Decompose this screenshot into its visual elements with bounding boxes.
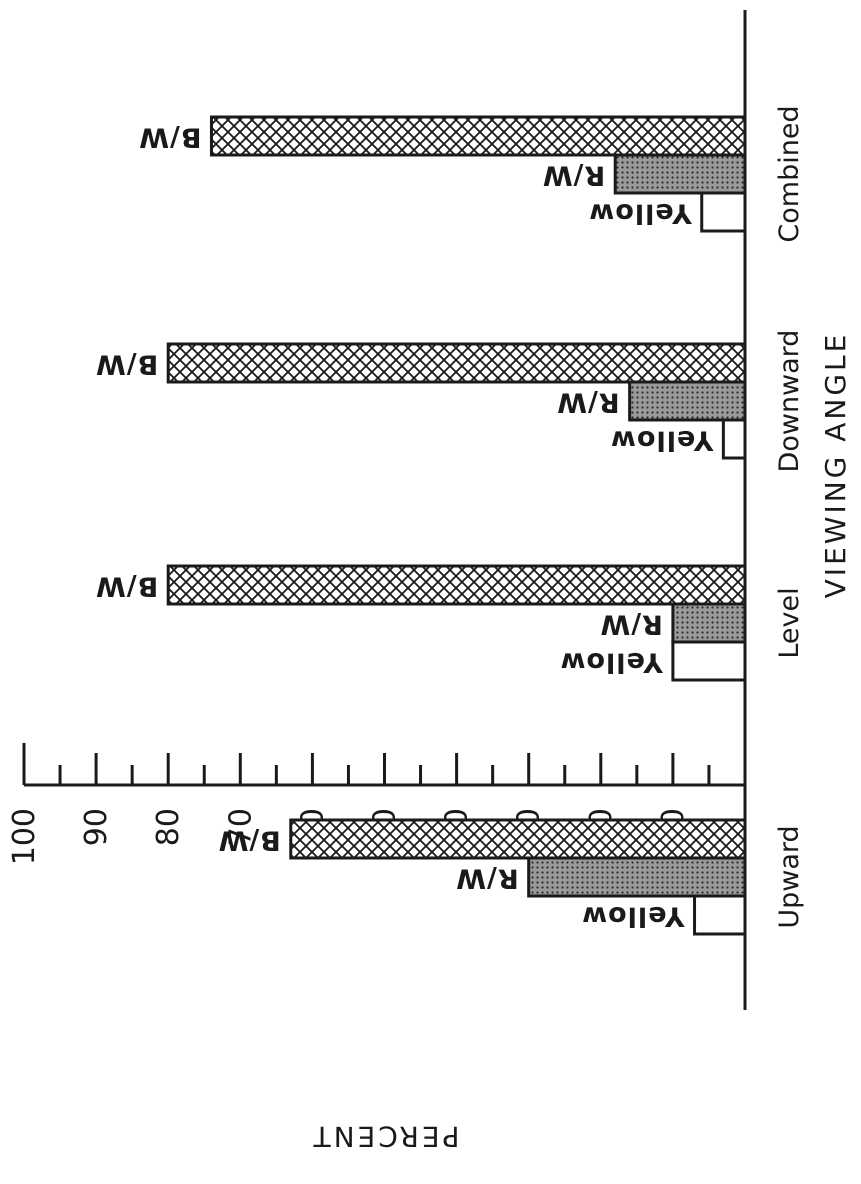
tick-label-80: 80 bbox=[151, 808, 186, 846]
series-label-downward-bw: B/W bbox=[95, 349, 158, 380]
bar-combined-rw bbox=[613, 153, 747, 195]
bar-upward-rw bbox=[527, 856, 747, 898]
tick-label-90: 90 bbox=[79, 808, 114, 846]
series-label-level-yellow: Yellow bbox=[560, 647, 664, 678]
bar-upward-yellow bbox=[693, 894, 747, 936]
bar-downward-bw bbox=[166, 342, 747, 384]
series-label-combined-bw: B/W bbox=[138, 122, 201, 153]
category-label-upward: Upward bbox=[774, 825, 805, 928]
tick-label-70: 70 bbox=[223, 808, 258, 846]
viewing-angle-axis-title: VIEWING ANGLE bbox=[819, 332, 852, 599]
bar-combined-bw bbox=[209, 115, 747, 157]
bar-combined-yellow bbox=[700, 191, 747, 233]
category-label-downward: Downward bbox=[774, 330, 805, 473]
bar-level-yellow bbox=[671, 640, 747, 682]
category-label-level: Level bbox=[774, 587, 805, 658]
series-label-downward-yellow: Yellow bbox=[610, 425, 714, 456]
tick-label-100: 100 bbox=[7, 808, 42, 865]
series-label-combined-yellow: Yellow bbox=[588, 198, 692, 229]
series-label-combined-rw: R/W bbox=[542, 160, 605, 191]
series-label-downward-rw: R/W bbox=[556, 387, 619, 418]
plot-area: 102030405060708090100B/WR/WYellowUpwardB… bbox=[7, 10, 852, 1153]
category-label-combined: Combined bbox=[774, 105, 805, 242]
bar-downward-rw bbox=[628, 380, 747, 422]
series-label-level-bw: B/W bbox=[95, 571, 158, 602]
series-label-upward-rw: R/W bbox=[455, 863, 518, 894]
series-label-level-rw: R/W bbox=[599, 609, 662, 640]
series-label-upward-yellow: Yellow bbox=[581, 901, 685, 932]
bar-upward-bw bbox=[289, 818, 747, 860]
bar-downward-yellow bbox=[721, 418, 747, 460]
percent-axis-title: PERCENT bbox=[311, 1120, 460, 1153]
bar-level-rw bbox=[671, 602, 747, 644]
series-label-upward-bw: B/W bbox=[218, 825, 281, 856]
bar-level-bw bbox=[166, 564, 747, 606]
